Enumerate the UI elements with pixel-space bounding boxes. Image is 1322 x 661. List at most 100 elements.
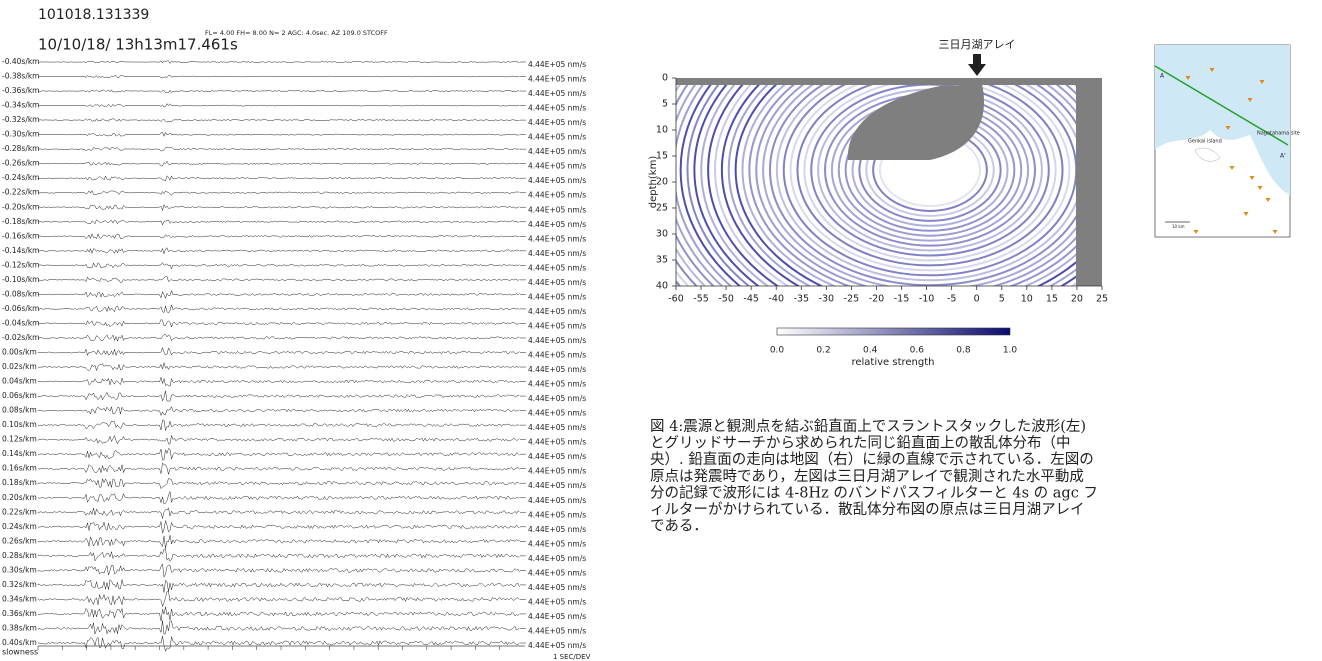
caption-line: 分の記録で波形には 4-8Hz のバンドパスフィルターと 4s の agc フ — [650, 484, 1098, 501]
slowness-label: -0.36s/km — [2, 86, 40, 95]
amp-label: 4.44E+05 nm/s — [528, 191, 586, 200]
trace — [38, 407, 520, 416]
slowness-label: 0.14s/km — [2, 449, 37, 458]
slowness-label: -0.14s/km — [2, 246, 40, 255]
slowness-label: 0.26s/km — [2, 536, 37, 545]
slowness-label: -0.30s/km — [2, 130, 40, 139]
trace — [38, 132, 520, 136]
y-tick-label: 0 — [662, 73, 668, 84]
trace — [38, 535, 520, 548]
y-tick-label: 15 — [656, 151, 668, 162]
event-id: 101018.131339 — [38, 7, 149, 23]
slowness-label: 0.20s/km — [2, 493, 37, 502]
amp-label: 4.44E+05 nm/s — [528, 496, 586, 505]
y-tick-label: 30 — [656, 229, 668, 240]
amp-label: 4.44E+05 nm/s — [528, 423, 586, 432]
amp-label: 4.44E+05 nm/s — [528, 104, 586, 113]
slowness-label: -0.06s/km — [2, 304, 40, 313]
slowness-label: 0.10s/km — [2, 420, 37, 429]
slowness-label: 0.38s/km — [2, 623, 37, 632]
map-label: Genkai island — [1188, 139, 1222, 145]
x-tick-label: -55 — [693, 294, 709, 305]
slowness-label: -0.12s/km — [2, 260, 40, 269]
y-tick-label: 35 — [656, 255, 668, 266]
amp-label: 4.44E+05 nm/s — [528, 147, 586, 156]
y-tick-label: 20 — [656, 177, 668, 188]
trace — [38, 205, 520, 211]
y-tick-label: 5 — [662, 99, 668, 110]
trace — [38, 492, 520, 504]
slowness-label: 0.32s/km — [2, 580, 37, 589]
amp-label: 4.44E+05 nm/s — [528, 510, 586, 519]
slowness-label: 0.18s/km — [2, 478, 37, 487]
amp-label: 4.44E+05 nm/s — [528, 612, 586, 621]
slowness-label: 0.36s/km — [2, 609, 37, 618]
trace — [38, 305, 520, 313]
y-tick-label: 25 — [656, 203, 668, 214]
amp-label: 4.44E+05 nm/s — [528, 568, 586, 577]
trace — [38, 320, 520, 327]
trace — [38, 448, 520, 460]
slowness-label: -0.24s/km — [2, 173, 40, 182]
trace — [38, 592, 520, 607]
slowness-label: -0.04s/km — [2, 318, 40, 327]
slowness-label: 0.22s/km — [2, 507, 37, 516]
caption-line: 央）. 鉛直面の走向は地図（右）に緑の直線で示されている．左図の — [650, 451, 1094, 468]
slowness-label: 0.06s/km — [2, 391, 37, 400]
trace — [38, 191, 520, 196]
amp-label: 4.44E+05 nm/s — [528, 539, 586, 548]
slowness-label: -0.02s/km — [2, 333, 40, 342]
x-tick-label: -40 — [768, 294, 784, 305]
amp-label: 4.44E+05 nm/s — [528, 626, 586, 635]
colorbar-tick-label: 0.0 — [770, 346, 785, 356]
amp-label: 4.44E+05 nm/s — [528, 176, 586, 185]
trace — [38, 463, 520, 474]
x-tick-label: -10 — [919, 294, 935, 305]
trace — [38, 636, 520, 651]
trace — [38, 220, 520, 225]
amp-label: 4.44E+05 nm/s — [528, 597, 586, 606]
trace — [38, 363, 520, 371]
trace — [38, 564, 520, 577]
slowness-label: -0.38s/km — [2, 72, 40, 81]
y-tick-label: 10 — [656, 125, 668, 136]
axis-label: slowness — [2, 648, 38, 657]
colorbar-tick-label: 0.4 — [863, 346, 878, 356]
trace — [38, 263, 520, 269]
trace — [38, 607, 520, 621]
map-label: A' — [1280, 153, 1286, 160]
slowness-label: -0.10s/km — [2, 275, 40, 284]
trace — [38, 248, 520, 254]
slowness-label: -0.40s/km — [2, 57, 40, 66]
slowness-label: -0.28s/km — [2, 144, 40, 153]
caption: 図 4:震源と観測点を結ぶ鉛直面上でスラントスタックした波形(左)とグリッドサー… — [650, 418, 1098, 535]
trace — [38, 291, 520, 298]
x-tick-label: -30 — [819, 294, 835, 305]
trace — [38, 420, 520, 430]
trace — [38, 277, 520, 283]
trace — [38, 435, 520, 444]
amp-label: 4.44E+05 nm/s — [528, 278, 586, 287]
x-tick-label: -5 — [947, 294, 956, 305]
colorbar-label: relative strength — [851, 357, 934, 368]
x-tick-label: -45 — [743, 294, 759, 305]
caption-line: ィルターがかけられている．散乱体分布図の原点は三日月湖アレイ — [650, 501, 1085, 518]
colorbar-tick-label: 1.0 — [1003, 346, 1018, 356]
slowness-label: 0.24s/km — [2, 522, 37, 531]
params: FL= 4.00 FH= 8.00 N= 2 AGC: 4.0sec. AZ 1… — [205, 29, 388, 37]
trace — [38, 119, 520, 122]
colorbar-tick-label: 0.8 — [956, 346, 971, 356]
slowness-label: -0.20s/km — [2, 202, 40, 211]
slowness-label: -0.34s/km — [2, 101, 40, 110]
amp-label: 4.44E+05 nm/s — [528, 321, 586, 330]
slowness-label: 0.30s/km — [2, 565, 37, 574]
amp-label: 4.44E+05 nm/s — [528, 452, 586, 461]
amp-label: 4.44E+05 nm/s — [528, 438, 586, 447]
amp-label: 4.44E+05 nm/s — [528, 60, 586, 69]
amp-label: 4.44E+05 nm/s — [528, 365, 586, 374]
amp-label: 4.44E+05 nm/s — [528, 89, 586, 98]
arrow — [968, 54, 986, 76]
slowness-label: 0.34s/km — [2, 594, 37, 603]
slowness-label: 0.08s/km — [2, 406, 37, 415]
caption-line: である． — [650, 518, 708, 535]
